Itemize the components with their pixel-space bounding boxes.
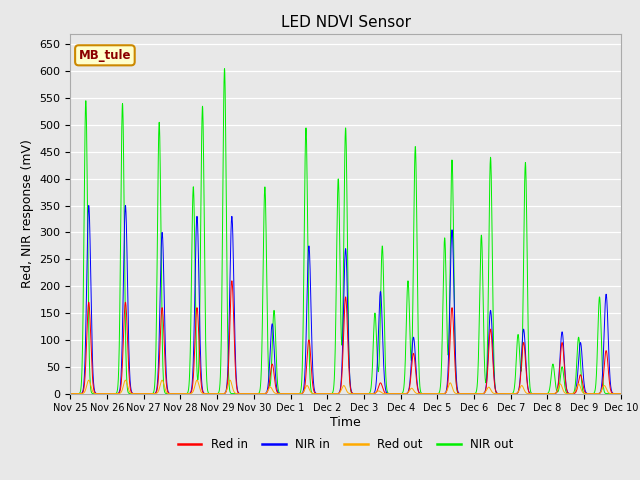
NIR out — [278, 391, 285, 396]
Red out — [607, 391, 614, 396]
NIR in — [302, 349, 310, 355]
NIR in — [607, 380, 614, 385]
Red out — [278, 391, 285, 396]
NIR out — [301, 134, 309, 140]
Red out — [547, 391, 555, 396]
Red out — [85, 377, 93, 383]
NIR out — [67, 391, 74, 396]
Red in — [617, 391, 625, 396]
NIR in — [67, 391, 74, 396]
Line: Red out: Red out — [70, 380, 621, 394]
Red out — [129, 391, 137, 396]
Red in — [129, 391, 137, 396]
Red out — [162, 389, 170, 395]
NIR out — [547, 376, 555, 382]
Red in — [248, 391, 256, 396]
Red in — [607, 386, 614, 392]
Red in — [162, 375, 170, 381]
Y-axis label: Red, NIR response (mV): Red, NIR response (mV) — [21, 139, 34, 288]
Red out — [302, 384, 310, 390]
NIR out — [606, 391, 614, 396]
NIR in — [85, 203, 93, 208]
X-axis label: Time: Time — [330, 416, 361, 429]
Title: LED NDVI Sensor: LED NDVI Sensor — [280, 15, 411, 30]
NIR out — [162, 391, 170, 396]
NIR in — [278, 391, 285, 396]
NIR in — [248, 391, 256, 396]
NIR out — [617, 391, 625, 396]
Line: Red in: Red in — [70, 281, 621, 394]
Red out — [617, 391, 625, 396]
Red in — [302, 376, 310, 382]
NIR in — [162, 365, 170, 371]
Red in — [228, 278, 236, 284]
Red in — [278, 391, 285, 396]
Line: NIR in: NIR in — [70, 205, 621, 394]
Red in — [67, 391, 74, 396]
NIR in — [129, 391, 137, 396]
Legend: Red in, NIR in, Red out, NIR out: Red in, NIR in, Red out, NIR out — [173, 433, 518, 456]
Line: NIR out: NIR out — [70, 69, 621, 394]
NIR in — [617, 391, 625, 396]
Red out — [246, 391, 254, 396]
NIR in — [547, 391, 555, 396]
NIR out — [129, 391, 137, 396]
Red in — [547, 391, 555, 396]
Text: MB_tule: MB_tule — [79, 49, 131, 62]
NIR out — [221, 66, 228, 72]
Red out — [67, 391, 74, 396]
